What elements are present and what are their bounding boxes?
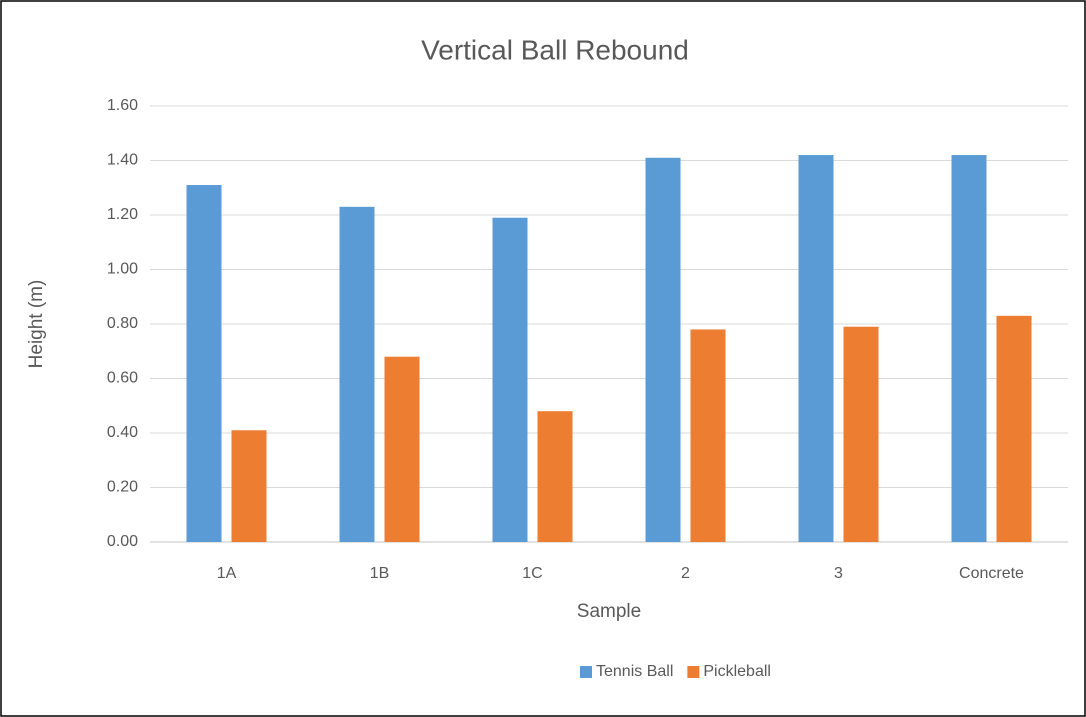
y-tick-label: 0.00 bbox=[107, 533, 138, 550]
y-tick-label: 1.20 bbox=[107, 206, 138, 223]
y-tick-label: 0.40 bbox=[107, 424, 138, 441]
bar bbox=[798, 155, 834, 543]
y-tick-label: 1.60 bbox=[107, 97, 138, 114]
bar bbox=[537, 411, 573, 542]
legend-swatch bbox=[580, 666, 592, 678]
bar bbox=[492, 217, 528, 542]
bar bbox=[339, 206, 375, 542]
x-tick-label: Concrete bbox=[959, 565, 1024, 582]
legend-swatch bbox=[687, 666, 700, 678]
y-tick-label: 0.80 bbox=[107, 315, 138, 332]
y-tick-label: 0.20 bbox=[107, 479, 138, 496]
chart-title: Vertical Ball Rebound bbox=[421, 34, 689, 65]
y-tick-label: 0.60 bbox=[107, 370, 138, 387]
bar bbox=[951, 155, 987, 543]
x-tick-label: 3 bbox=[834, 565, 843, 582]
x-tick-label: 1A bbox=[217, 565, 237, 582]
bar bbox=[231, 430, 267, 542]
x-tick-label: 1B bbox=[370, 565, 390, 582]
legend-label: Pickleball bbox=[703, 663, 771, 680]
y-axis-label: Height (m) bbox=[26, 280, 47, 369]
y-tick-label: 1.40 bbox=[107, 152, 138, 169]
x-tick-label: 2 bbox=[681, 565, 690, 582]
bar bbox=[384, 356, 420, 542]
x-axis-label: Sample bbox=[577, 601, 641, 622]
legend-label: Tennis Ball bbox=[596, 663, 673, 680]
bar bbox=[645, 157, 681, 542]
bar bbox=[186, 185, 222, 542]
bar bbox=[843, 326, 879, 542]
bar bbox=[690, 329, 726, 542]
bar bbox=[996, 315, 1032, 542]
x-tick-label: 1C bbox=[522, 565, 542, 582]
y-tick-label: 1.00 bbox=[107, 261, 138, 278]
